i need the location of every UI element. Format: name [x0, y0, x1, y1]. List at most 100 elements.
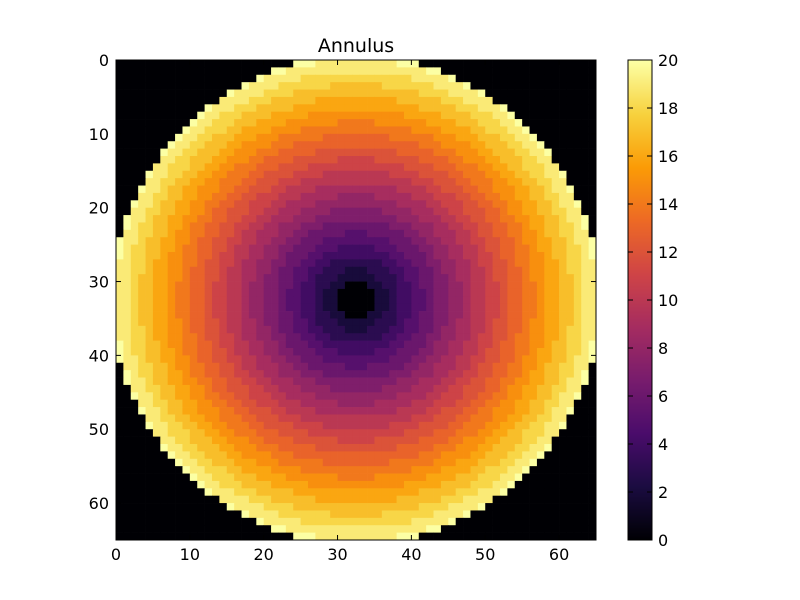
heatmap-cells	[116, 60, 597, 541]
heatmap-cell	[234, 185, 242, 194]
heatmap-cell	[507, 510, 516, 519]
heatmap-cell	[448, 377, 457, 386]
heatmap-cell	[374, 126, 383, 135]
heatmap-cell	[152, 60, 161, 68]
colorbar-segment	[628, 334, 652, 337]
heatmap-cell	[182, 377, 191, 386]
heatmap-cell	[522, 333, 530, 341]
heatmap-cell	[182, 532, 191, 541]
heatmap-cell	[367, 525, 375, 533]
heatmap-cell	[315, 237, 324, 245]
heatmap-cell	[433, 156, 442, 164]
heatmap-cell	[322, 296, 331, 305]
heatmap-cell	[440, 451, 449, 460]
heatmap-cell	[559, 252, 567, 260]
heatmap-cell	[285, 192, 294, 201]
heatmap-cell	[234, 148, 242, 157]
heatmap-cell	[440, 222, 449, 231]
heatmap-cell	[293, 414, 301, 423]
heatmap-cell	[241, 444, 250, 452]
heatmap-cell	[566, 436, 575, 445]
heatmap-cell	[352, 237, 361, 245]
heatmap-cell	[322, 399, 331, 408]
heatmap-cell	[396, 119, 405, 127]
heatmap-cell	[197, 436, 205, 445]
heatmap-cell	[544, 436, 553, 445]
heatmap-cell	[529, 296, 538, 305]
heatmap-cell	[337, 407, 346, 415]
heatmap-cell	[189, 96, 198, 105]
heatmap-cell	[529, 444, 538, 452]
heatmap-cell	[263, 488, 272, 497]
heatmap-cell	[219, 480, 228, 489]
heatmap-cell	[359, 510, 368, 519]
heatmap-cell	[500, 119, 508, 127]
heatmap-cell	[559, 281, 567, 290]
heatmap-cell	[433, 133, 442, 142]
colorbar-segment	[628, 308, 652, 311]
heatmap-cell	[352, 510, 361, 519]
heatmap-cell	[315, 318, 324, 327]
heatmap-cell	[492, 525, 501, 533]
heatmap-cell	[285, 119, 294, 127]
heatmap-cell	[138, 421, 146, 430]
heatmap-cell	[160, 192, 169, 201]
heatmap-cell	[116, 133, 124, 142]
heatmap-cell	[160, 215, 169, 223]
heatmap-cell	[308, 288, 316, 297]
heatmap-cell	[404, 517, 412, 526]
heatmap-cell	[381, 503, 390, 511]
heatmap-cell	[212, 311, 220, 319]
heatmap-cell	[529, 266, 538, 275]
heatmap-cell	[581, 222, 589, 231]
heatmap-cell	[197, 82, 205, 90]
heatmap-cell	[389, 510, 397, 519]
heatmap-cell	[308, 192, 316, 201]
heatmap-cell	[529, 333, 538, 341]
heatmap-cell	[396, 222, 405, 231]
heatmap-cell	[152, 340, 161, 349]
colorbar-segment	[628, 276, 652, 279]
heatmap-cell	[485, 355, 493, 364]
heatmap-cell	[507, 296, 516, 305]
heatmap-cell	[389, 178, 397, 186]
heatmap-cell	[241, 407, 250, 415]
heatmap-cell	[234, 311, 242, 319]
heatmap-cell	[566, 244, 575, 253]
heatmap-cell	[197, 215, 205, 223]
heatmap-cell	[308, 229, 316, 238]
heatmap-cell	[455, 311, 464, 319]
colorbar-segment	[628, 168, 652, 171]
heatmap-cell	[448, 156, 457, 164]
heatmap-cell	[116, 399, 124, 408]
heatmap-cell	[248, 215, 257, 223]
heatmap-cell	[152, 170, 161, 179]
colorbar-segment	[628, 194, 652, 197]
heatmap-cell	[529, 362, 538, 371]
heatmap-cell	[226, 119, 235, 127]
heatmap-cell	[485, 163, 493, 172]
heatmap-cell	[588, 74, 597, 83]
heatmap-cell	[440, 311, 449, 319]
heatmap-cell	[330, 480, 338, 489]
heatmap-cell	[551, 340, 560, 349]
heatmap-cell	[559, 237, 567, 245]
heatmap-cell	[285, 429, 294, 437]
heatmap-cell	[455, 503, 464, 511]
colorbar-segment	[628, 538, 652, 541]
heatmap-cell	[189, 370, 198, 378]
heatmap-cell	[256, 237, 265, 245]
heatmap-cell	[160, 126, 169, 135]
heatmap-cell	[116, 377, 124, 386]
heatmap-cell	[130, 362, 139, 371]
colorbar-segment	[628, 480, 652, 483]
heatmap-cell	[514, 510, 523, 519]
heatmap-cell	[463, 296, 471, 305]
heatmap-cell	[300, 488, 309, 497]
heatmap-cell	[455, 421, 464, 430]
heatmap-cell	[588, 407, 597, 415]
colorbar-segment	[628, 280, 652, 283]
heatmap-cell	[448, 296, 457, 305]
heatmap-cell	[396, 414, 405, 423]
heatmap-cell	[559, 348, 567, 356]
